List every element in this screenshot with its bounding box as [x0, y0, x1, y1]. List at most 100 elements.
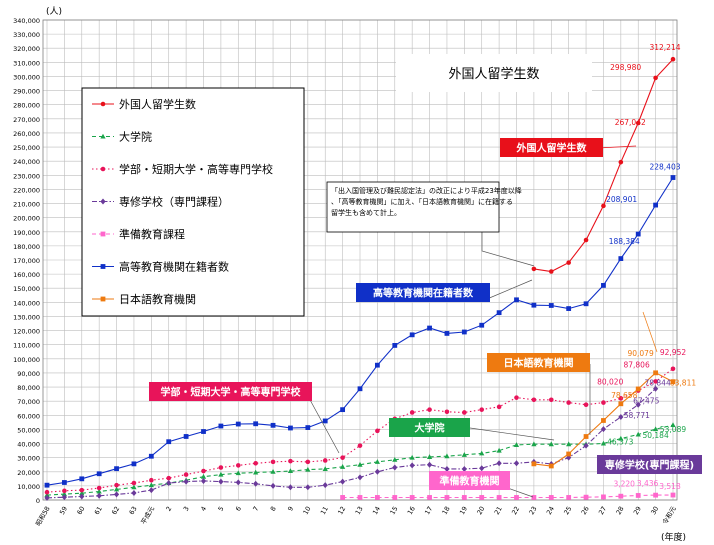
- data-point: [340, 407, 346, 413]
- callout-leader: [308, 397, 340, 454]
- x-tick-labels: 昭和58 59 60 61 62 63 平成元 2 3 4 5 6 7 8 9 10 11 12 13 14 15 16 1…: [33, 504, 678, 527]
- data-point: [444, 453, 450, 459]
- y-tick-label: 240,000: [13, 158, 40, 166]
- data-point: [635, 120, 641, 126]
- data-point: [340, 464, 346, 469]
- grid: [42, 19, 678, 501]
- series-vocational: [44, 385, 659, 501]
- data-point: [100, 133, 106, 139]
- value-label: 92,952: [660, 348, 686, 357]
- data-point: [566, 441, 572, 447]
- legend-label: 準備教育課程: [119, 227, 185, 241]
- callout-higher_ed: 高等教育機関在籍者数: [356, 283, 490, 302]
- data-point: [200, 477, 207, 484]
- data-point: [583, 442, 589, 449]
- data-point: [218, 423, 224, 429]
- y-tick-label: 250,000: [13, 144, 40, 152]
- series-foreign_total: [531, 56, 676, 274]
- data-point: [426, 461, 433, 468]
- value-label: 3,220: [613, 479, 635, 488]
- callout-box: [500, 138, 603, 157]
- y-tick-label: 60,000: [17, 412, 40, 420]
- value-label: 267,042: [615, 118, 646, 127]
- x-tick-label: 62: [110, 505, 121, 516]
- callout-text: 外国人留学生数: [516, 142, 588, 155]
- legend-label: 学部・短期大学・高等専門学校: [119, 162, 273, 176]
- series-callouts: 外国人留学生数高等教育機関在籍者数日本語教育機関学部・短期大学・高等専門学校大学…: [149, 138, 702, 490]
- y-tick-label: 30,000: [17, 455, 40, 463]
- chart-title-box: 外国人留学生数: [396, 54, 592, 92]
- data-point: [548, 463, 554, 469]
- data-point: [61, 491, 67, 497]
- data-point: [218, 471, 224, 477]
- y-tick-label: 310,000: [13, 59, 40, 67]
- data-point: [513, 442, 520, 447]
- data-point: [357, 443, 363, 448]
- value-label: 67,475: [633, 397, 659, 406]
- series-line: [46, 388, 656, 499]
- data-point: [461, 465, 467, 472]
- data-point: [635, 431, 641, 437]
- data-point: [100, 264, 106, 269]
- data-point: [166, 480, 172, 487]
- callout-leader: [486, 279, 533, 300]
- data-point: [427, 325, 432, 331]
- data-point: [653, 370, 659, 376]
- callout-vocational: 専修学校(専門課程): [597, 455, 702, 474]
- series-undergrad: [44, 366, 676, 495]
- data-point: [670, 492, 676, 498]
- value-label: 53,089: [660, 425, 686, 434]
- x-tick-label: 30: [649, 505, 660, 516]
- value-label: 3,518: [659, 482, 681, 491]
- data-point: [100, 198, 106, 205]
- data-point: [96, 485, 102, 491]
- callout-text: 準備教育機関: [440, 475, 500, 488]
- data-point: [253, 460, 258, 466]
- data-point: [444, 465, 450, 472]
- legend-label: 大学院: [119, 130, 152, 144]
- data-point: [79, 490, 85, 496]
- y-tick-label: 290,000: [13, 88, 40, 96]
- data-point: [287, 484, 294, 491]
- data-point: [79, 476, 85, 482]
- callout-text: 大学院: [415, 422, 445, 435]
- y-tick-label: 160,000: [13, 271, 40, 279]
- value-labels: 312,214 298,980 267,042 228,403 208,901 188,3…: [597, 43, 696, 491]
- data-point: [444, 409, 450, 415]
- y-tick-label: 210,000: [13, 201, 40, 209]
- y-tick-label: 200,000: [13, 215, 40, 223]
- y-tick-label: 230,000: [13, 172, 40, 180]
- x-tick-label: 5: [217, 505, 226, 513]
- callout-box: [149, 382, 312, 401]
- x-tick-label: 昭和58: [33, 505, 51, 528]
- data-point: [113, 486, 120, 492]
- x-tick-label: 16: [406, 505, 417, 516]
- data-point: [392, 343, 398, 348]
- data-point: [340, 455, 345, 460]
- callout-japanese_lang: 日本語教育機関: [487, 353, 590, 372]
- x-tick-label: 11: [319, 505, 330, 516]
- legend-label: 専修学校（専門課程）: [119, 195, 229, 209]
- data-point: [653, 385, 659, 392]
- y-tick-label: 80,000: [17, 384, 40, 392]
- x-tick-label: 14: [371, 505, 382, 516]
- data-point: [392, 495, 398, 500]
- data-point: [618, 414, 624, 421]
- callout-foreign_total: 外国人留学生数: [500, 138, 603, 157]
- x-axis-label: (年度): [661, 531, 686, 543]
- data-point: [148, 482, 154, 488]
- data-point: [514, 395, 519, 400]
- data-point: [235, 463, 241, 468]
- data-point: [531, 441, 537, 447]
- y-tick-label: 50,000: [17, 426, 40, 434]
- y-tick-label: 170,000: [13, 257, 40, 265]
- x-tick-label: 15: [388, 505, 399, 516]
- data-point: [548, 441, 554, 447]
- data-point: [479, 322, 485, 328]
- data-point: [548, 303, 554, 308]
- data-point: [635, 493, 641, 498]
- x-tick-label: 6: [234, 505, 243, 513]
- y-tick-label: 10,000: [17, 483, 40, 491]
- y-tick-label: 0: [36, 497, 40, 505]
